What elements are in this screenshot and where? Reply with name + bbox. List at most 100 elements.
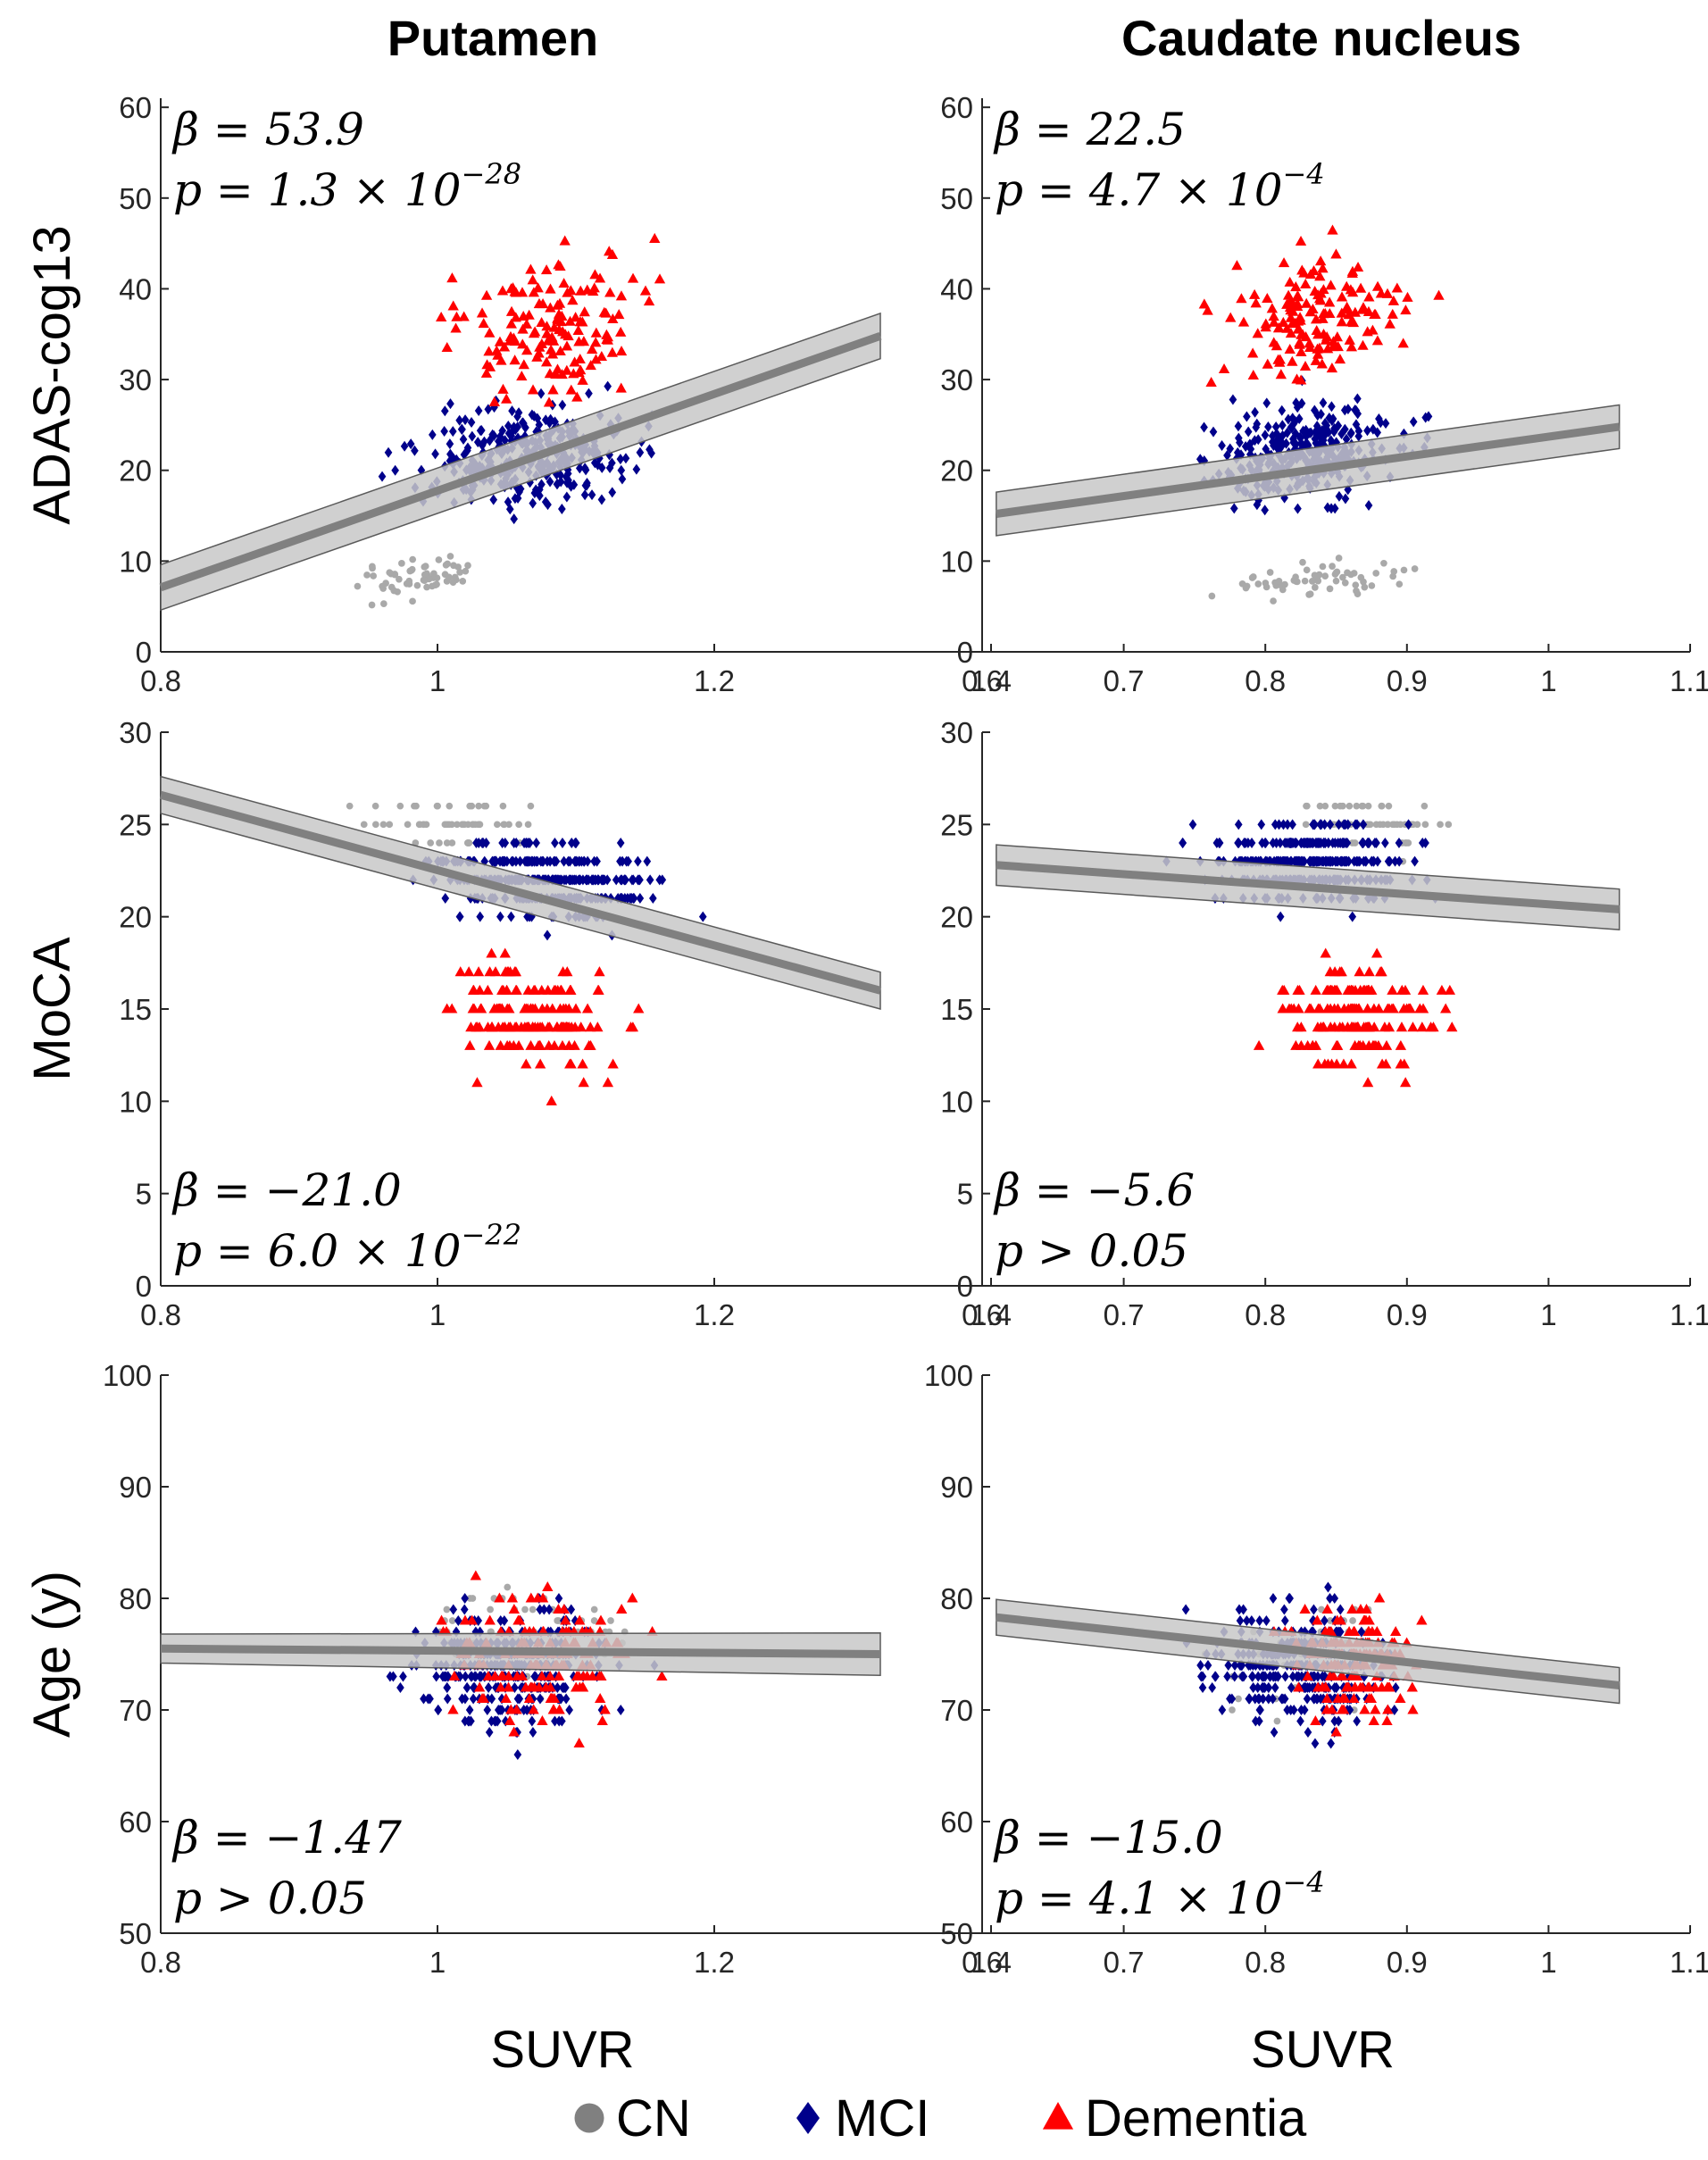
- data-point-mci: [1236, 437, 1244, 448]
- data-point-mci: [483, 1705, 492, 1715]
- data-point-dementia: [1296, 346, 1307, 357]
- data-point-dementia: [476, 1693, 488, 1704]
- data-point-mci: [1288, 1671, 1297, 1682]
- data-point-mci: [1198, 1682, 1207, 1693]
- data-point-mci: [621, 874, 629, 886]
- data-point-dementia: [1368, 1715, 1379, 1726]
- data-point-mci: [1351, 819, 1360, 830]
- data-point-dementia: [1399, 1077, 1412, 1088]
- data-point-mci: [1346, 427, 1355, 438]
- data-point-dementia: [1268, 316, 1280, 327]
- data-point-cn: [1384, 821, 1392, 829]
- data-point-dementia: [1362, 1077, 1374, 1088]
- data-point-dementia: [536, 1671, 548, 1681]
- data-point-mci: [575, 874, 584, 886]
- data-point-mci: [537, 855, 546, 867]
- data-point-mci: [604, 380, 612, 392]
- data-point-dementia: [557, 326, 569, 337]
- data-point-dementia: [577, 1058, 588, 1069]
- data-point-dementia: [1349, 984, 1362, 995]
- data-point-dementia: [1314, 1003, 1326, 1013]
- data-point-mci: [504, 496, 512, 508]
- x-tick-label: 0.8: [1245, 664, 1286, 697]
- data-point-dementia: [500, 393, 512, 404]
- data-point-mci: [570, 1671, 578, 1682]
- data-point-mci: [1254, 1682, 1262, 1693]
- data-point-cn: [1437, 821, 1444, 829]
- data-point-mci: [469, 1693, 478, 1705]
- data-point-mci: [488, 429, 496, 440]
- data-point-cn: [1337, 802, 1344, 810]
- data-point-cn: [521, 1605, 529, 1614]
- data-point-dementia: [587, 344, 598, 354]
- data-point-dementia: [511, 1704, 522, 1714]
- data-point-dementia: [1320, 307, 1331, 318]
- data-point-cn: [448, 839, 456, 846]
- data-point-mci: [1326, 819, 1335, 830]
- data-point-dementia: [1225, 312, 1237, 322]
- data-point-dementia: [506, 1592, 519, 1603]
- y-tick-label: 80: [940, 1582, 973, 1615]
- data-point-mci: [1239, 1671, 1248, 1682]
- data-point-mci: [1204, 1660, 1212, 1671]
- data-point-mci: [1235, 1604, 1244, 1615]
- data-point-dementia: [596, 350, 608, 362]
- data-point-dementia: [1323, 296, 1336, 307]
- data-point-dementia: [1371, 280, 1384, 291]
- y-tick-label: 10: [940, 1085, 973, 1118]
- data-point-dementia: [1252, 328, 1263, 338]
- data-point-cn: [396, 575, 403, 583]
- data-point-dementia: [568, 368, 579, 379]
- data-point-cn: [1385, 802, 1393, 810]
- data-point-dementia: [517, 338, 529, 349]
- data-point-cn: [441, 821, 449, 829]
- data-point-dementia: [1295, 374, 1307, 385]
- data-point-cn: [448, 1617, 456, 1624]
- data-point-mci: [1265, 1671, 1274, 1682]
- beta-annotation: β = −1.47: [171, 1812, 402, 1864]
- data-point-cn: [411, 802, 418, 810]
- data-point-dementia: [541, 328, 553, 338]
- data-point-dementia: [1337, 1704, 1350, 1714]
- data-point-mci: [406, 438, 415, 450]
- data-point-mci: [1365, 838, 1373, 848]
- data-point-cn: [505, 821, 512, 829]
- data-point-mci: [1286, 1593, 1294, 1604]
- data-point-mci: [1327, 855, 1336, 867]
- data-point-dementia: [1416, 1022, 1428, 1032]
- data-point-mci: [523, 911, 531, 922]
- data-point-cn: [494, 821, 501, 829]
- data-point-dementia: [542, 1581, 554, 1592]
- data-point-dementia: [1294, 338, 1305, 349]
- data-point-dementia: [574, 316, 587, 327]
- data-point-dementia: [546, 1003, 558, 1013]
- data-point-mci: [546, 476, 554, 488]
- data-point-cn: [515, 821, 522, 829]
- data-point-mci: [489, 494, 498, 505]
- data-point-mci: [477, 424, 486, 436]
- y-tick-label: 10: [940, 545, 973, 578]
- data-point-mci: [529, 1727, 537, 1738]
- data-point-dementia: [515, 1022, 528, 1032]
- y-tick-label: 5: [957, 1178, 973, 1211]
- data-point-mci: [1297, 838, 1306, 848]
- p-value-annotation: p = 4.7 × 10−4: [995, 157, 1325, 216]
- data-point-mci: [530, 1671, 538, 1682]
- data-point-mci: [618, 473, 627, 485]
- data-point-cn: [471, 821, 479, 829]
- data-point-dementia: [1293, 1003, 1304, 1013]
- data-point-mci: [516, 855, 524, 867]
- data-point-dementia: [521, 1003, 534, 1013]
- data-point-dementia: [615, 326, 627, 337]
- data-point-mci: [501, 838, 510, 848]
- data-point-dementia: [558, 278, 570, 288]
- data-point-mci: [1312, 426, 1320, 438]
- data-point-cn: [1301, 577, 1309, 585]
- data-point-mci: [1283, 1705, 1292, 1715]
- data-point-mci: [1316, 819, 1325, 830]
- data-point-dementia: [547, 1704, 559, 1714]
- data-point-mci: [1252, 421, 1261, 433]
- data-point-dementia: [521, 1058, 532, 1069]
- data-point-dementia: [489, 966, 502, 977]
